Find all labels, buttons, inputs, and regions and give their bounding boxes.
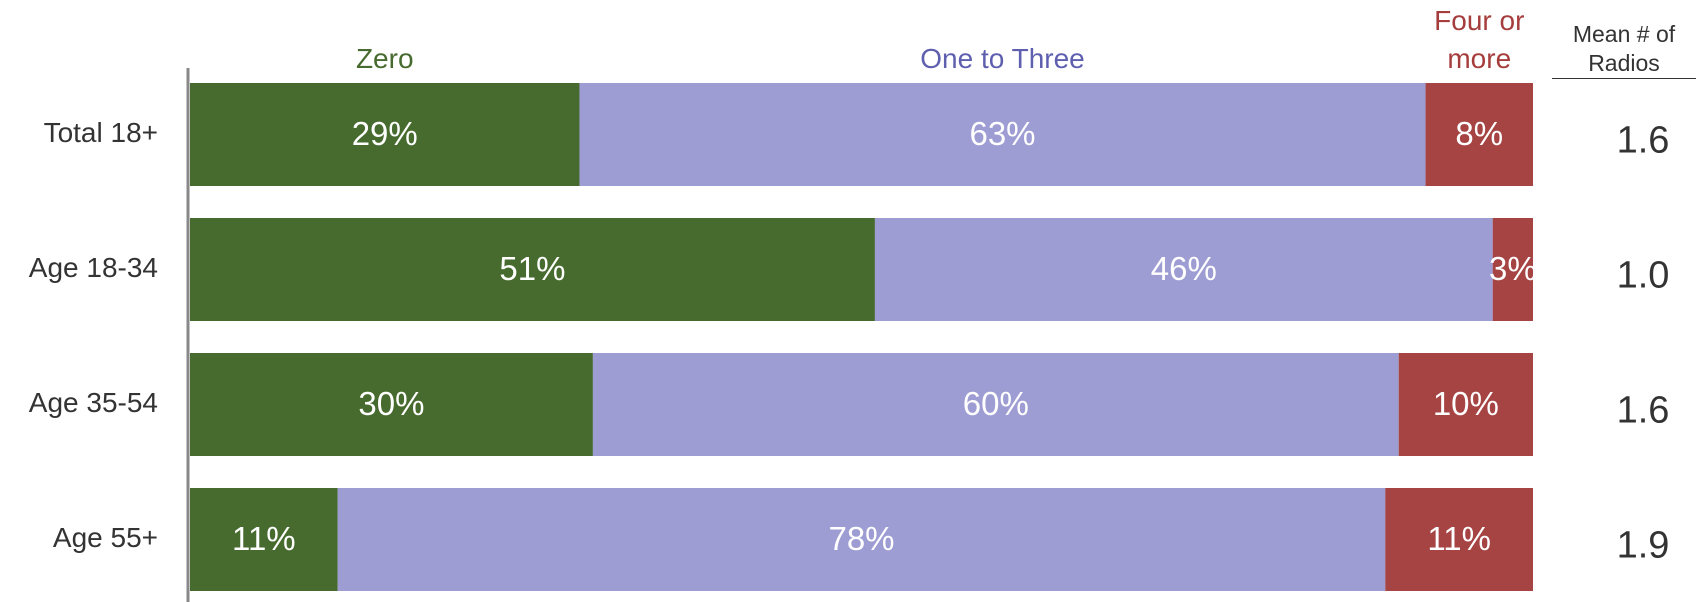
category-label: Age 55+ <box>53 522 158 553</box>
data-label: 29% <box>352 115 418 152</box>
legend-header: One to Three <box>920 43 1085 74</box>
legend-header: Four or more <box>1434 5 1525 74</box>
data-label: 8% <box>1455 115 1503 152</box>
data-label: 3% <box>1489 250 1537 287</box>
bar-segment <box>592 353 1399 456</box>
data-label: 30% <box>358 385 424 422</box>
mean-value: 1.6 <box>1617 390 1670 432</box>
mean-value: 1.0 <box>1617 255 1670 297</box>
mean-value: 1.6 <box>1617 120 1670 162</box>
bar-segment <box>1398 353 1533 456</box>
data-label: 60% <box>963 385 1029 422</box>
data-label: 46% <box>1151 250 1217 287</box>
data-label: 51% <box>499 250 565 287</box>
bar-segment <box>190 218 875 321</box>
data-label: 63% <box>969 115 1035 152</box>
data-label: 10% <box>1433 385 1499 422</box>
bar-segment <box>1425 83 1533 186</box>
data-label: 78% <box>828 520 894 557</box>
mean-value: 1.9 <box>1617 525 1670 567</box>
legend-header: Zero <box>355 43 414 74</box>
bar-segment <box>874 218 1493 321</box>
category-label: Age 18-34 <box>29 252 158 283</box>
bar-segment <box>1385 488 1533 591</box>
category-label: Age 35-54 <box>29 387 158 418</box>
bar-segment <box>337 488 1386 591</box>
mean-title: Mean # of Radios <box>1552 20 1696 79</box>
bar-segment <box>190 353 593 456</box>
category-label: Total 18+ <box>44 117 158 148</box>
bar-segment <box>190 83 580 186</box>
bar-segment <box>1492 218 1533 321</box>
bar-segment <box>579 83 1426 186</box>
data-label: 11% <box>232 520 296 557</box>
bar-segment <box>190 488 338 591</box>
data-label: 11% <box>1427 520 1491 557</box>
